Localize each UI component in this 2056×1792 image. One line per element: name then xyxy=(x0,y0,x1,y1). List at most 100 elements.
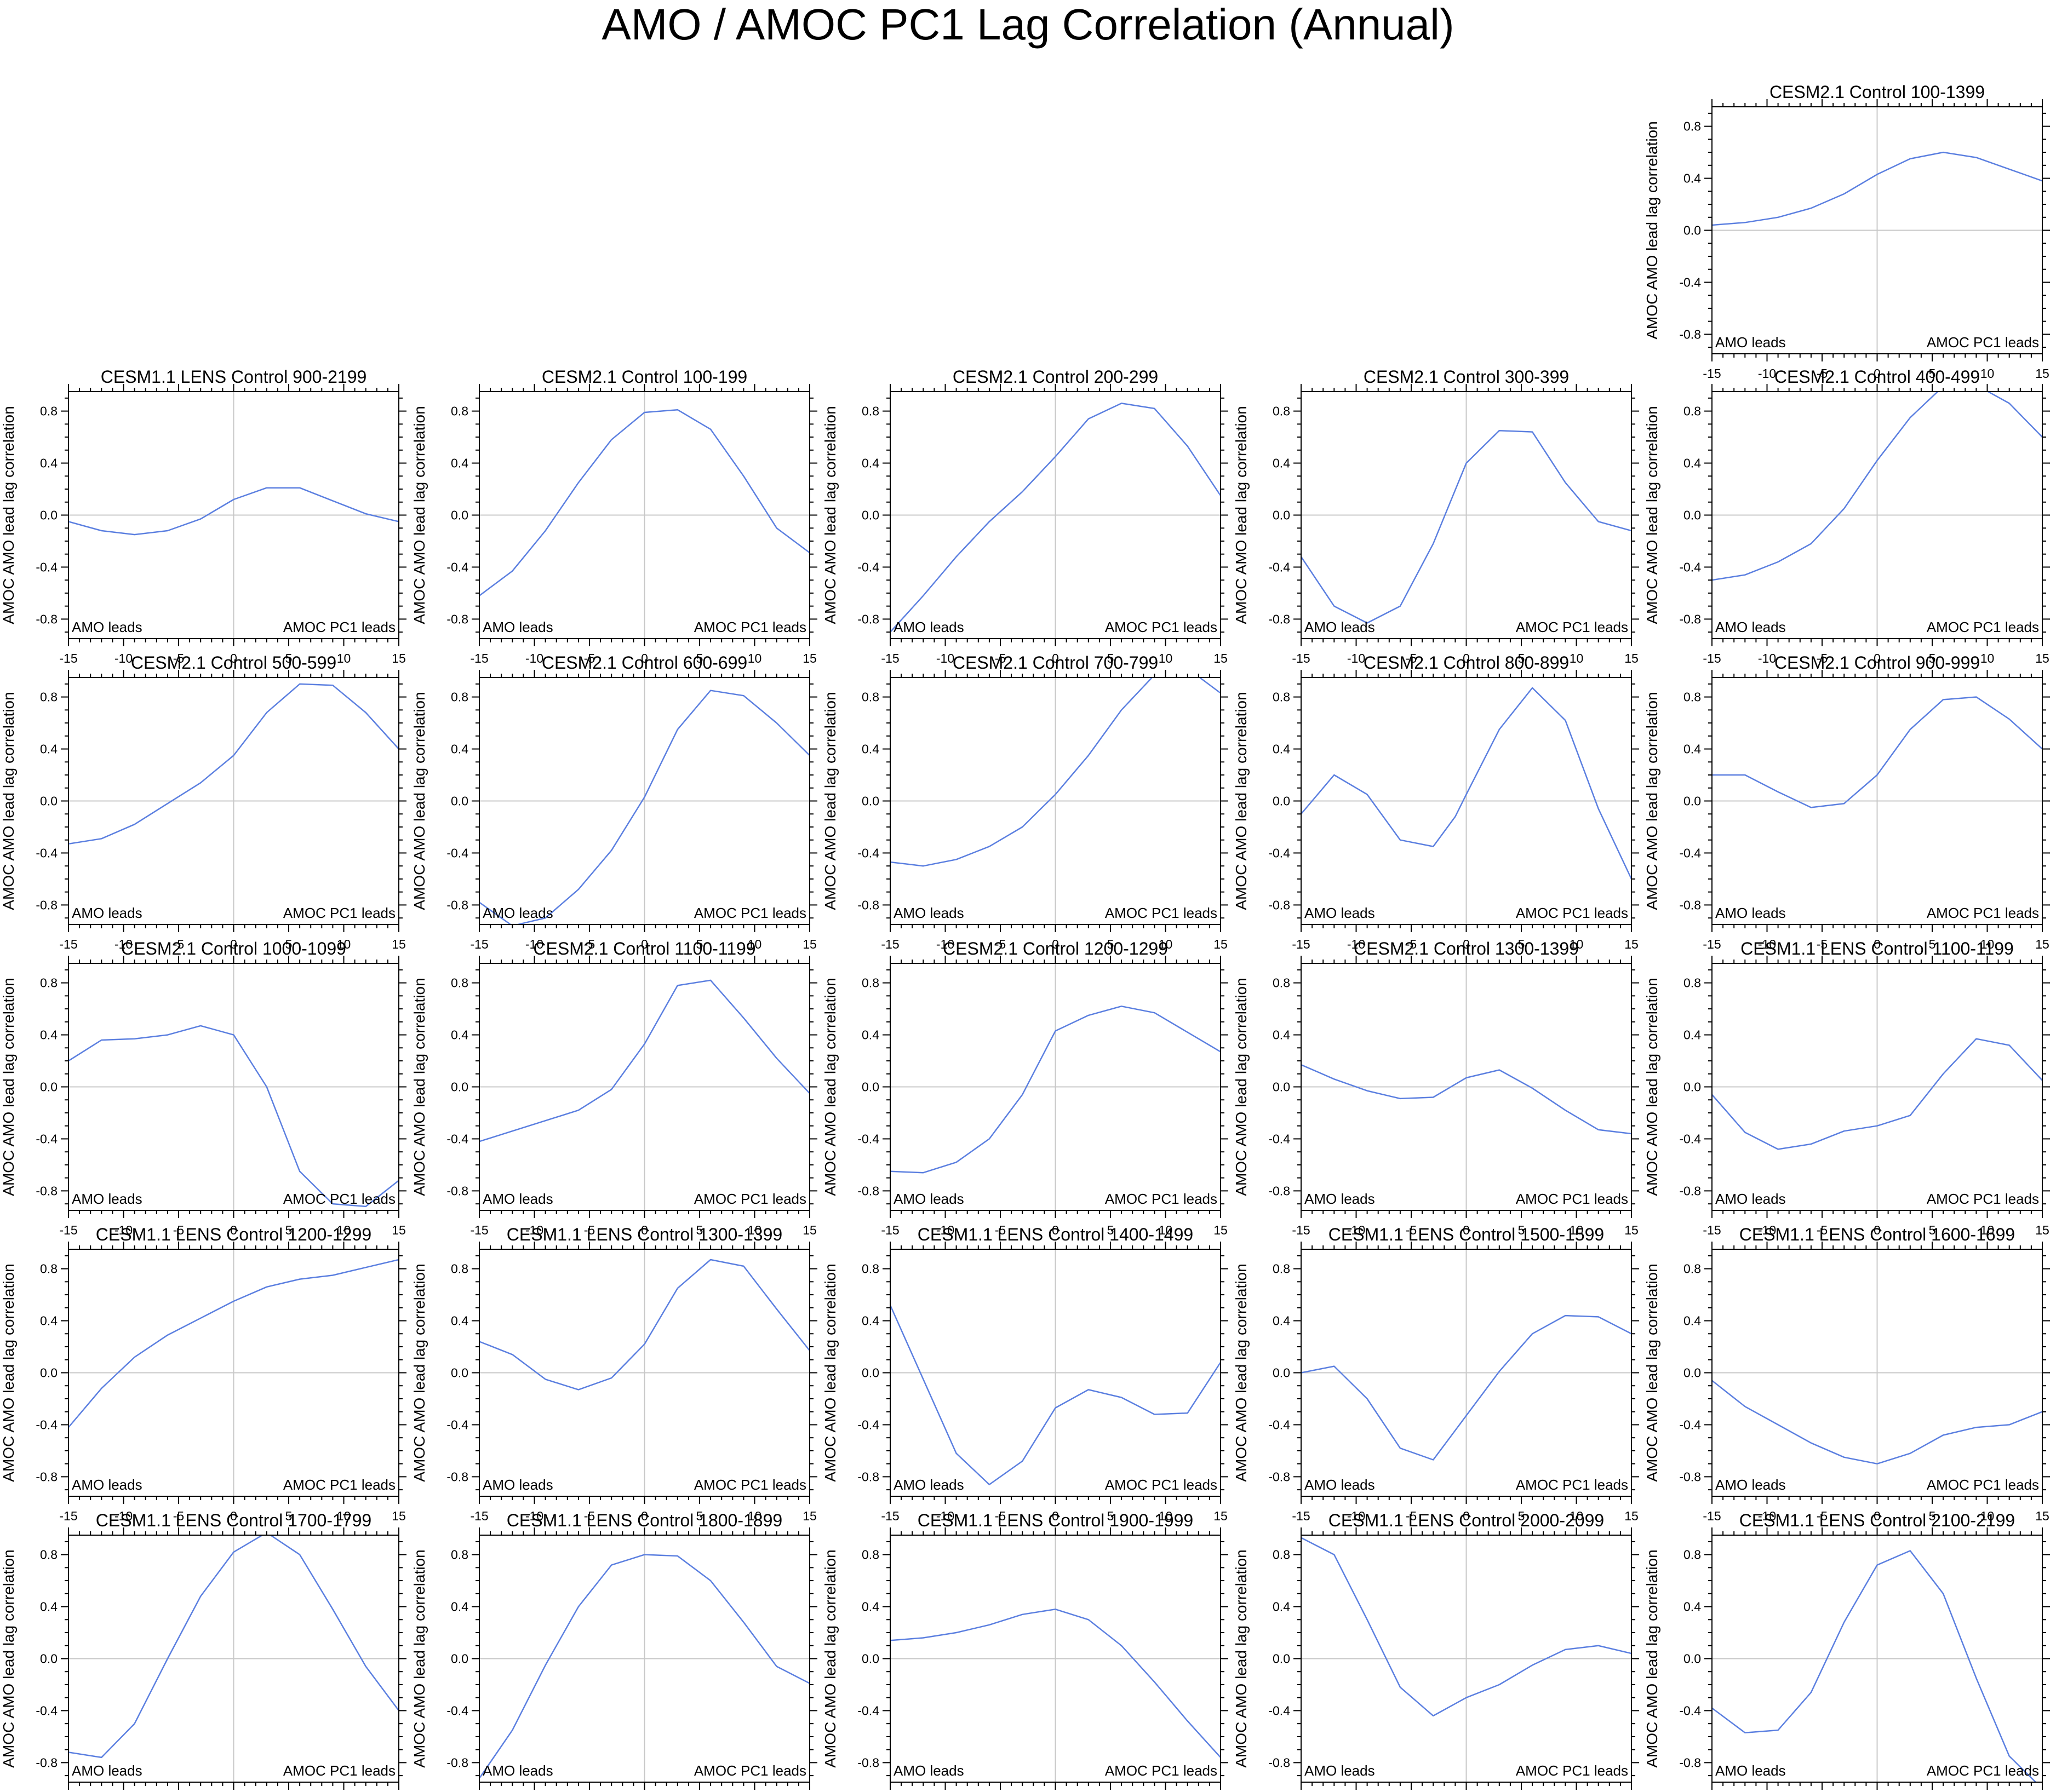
y-tick-label: -0.8 xyxy=(36,898,58,912)
y-tick-label: -0.8 xyxy=(36,1184,58,1198)
amoc-pc1-leads-label: AMOC PC1 leads xyxy=(1105,1191,1217,1207)
y-tick-label: -0.4 xyxy=(1268,1703,1290,1718)
y-tick-label: -0.8 xyxy=(1679,898,1701,912)
chart-panel: -15 -10 -5 0 5 10 15 0.8 0.4 0.0 -0.4 -0.8 AMOC AMO … xyxy=(0,367,406,665)
y-axis-label: AMOC AMO lead lag correlation xyxy=(1233,978,1250,1196)
y-tick-label: 0.8 xyxy=(451,690,468,704)
x-tick-label: 10 xyxy=(337,651,351,665)
y-tick-label: -0.8 xyxy=(446,1184,468,1198)
panel-title: CESM2.1 Control 900-999 xyxy=(1774,653,1980,673)
x-tick-label: -10 xyxy=(936,651,954,665)
x-tick-label: 15 xyxy=(803,1223,817,1237)
y-tick-label: 0.0 xyxy=(1683,794,1701,808)
y-tick-label: 0.0 xyxy=(862,794,879,808)
amo-leads-label: AMO leads xyxy=(72,1191,142,1207)
y-tick-label: 0.8 xyxy=(862,976,879,990)
x-tick-label: 10 xyxy=(1570,651,1584,665)
panel-title: CESM1.1 LENS Control 2100-2199 xyxy=(1739,1510,2015,1530)
y-tick-label: 0.0 xyxy=(1273,1080,1290,1094)
y-tick-label: -0.4 xyxy=(857,1417,879,1432)
y-axis-label: AMOC AMO lead lag correlation xyxy=(822,1263,839,1481)
y-tick-label: 0.4 xyxy=(862,742,879,756)
y-tick-label: 0.8 xyxy=(40,1548,58,1562)
y-tick-label: 0.4 xyxy=(862,1600,879,1614)
x-tick-label: 15 xyxy=(1213,937,1228,951)
amoc-pc1-leads-label: AMOC PC1 leads xyxy=(1516,1477,1628,1493)
x-tick-label: -15 xyxy=(1292,937,1310,951)
amoc-pc1-leads-label: AMOC PC1 leads xyxy=(1105,619,1217,635)
amoc-pc1-leads-label: AMOC PC1 leads xyxy=(1927,334,2039,351)
amoc-pc1-leads-label: AMOC PC1 leads xyxy=(1516,1762,1628,1779)
y-axis-label: AMOC AMO lead lag correlation xyxy=(1233,1263,1250,1481)
x-tick-label: -15 xyxy=(470,1509,488,1523)
y-tick-label: 0.0 xyxy=(40,1366,58,1380)
panel-title: CESM2.1 Control 300-399 xyxy=(1364,367,1569,387)
x-tick-label: 15 xyxy=(803,937,817,951)
y-tick-label: 0.4 xyxy=(1683,742,1701,756)
y-tick-label: 0.4 xyxy=(451,456,468,470)
panel-title: CESM1.1 LENS Control 1300-1399 xyxy=(507,1225,782,1244)
y-tick-label: 0.4 xyxy=(40,1028,58,1042)
y-tick-label: 0.4 xyxy=(1273,1314,1290,1328)
y-tick-label: 0.8 xyxy=(40,404,58,418)
chart-panel: -15 -10 -5 0 5 10 15 0.8 0.4 0.0 -0.4 -0.8 AMOC AMO … xyxy=(411,367,817,665)
y-tick-label: 0.8 xyxy=(1273,690,1290,704)
y-axis-label: AMOC AMO lead lag correlation xyxy=(411,1263,428,1481)
x-tick-label: -15 xyxy=(881,651,899,665)
x-tick-label: -10 xyxy=(525,651,543,665)
x-tick-label: -15 xyxy=(881,1223,899,1237)
y-tick-label: -0.8 xyxy=(857,1755,879,1770)
panel-title: CESM2.1 Control 1300-1399 xyxy=(1354,939,1579,958)
y-tick-label: 0.8 xyxy=(1273,1548,1290,1562)
y-axis-label: AMOC AMO lead lag correlation xyxy=(0,406,17,624)
chart-panel: -15 -10 -5 0 5 10 15 0.8 0.4 0.0 -0.4 -0.8 AMOC AMO … xyxy=(411,1225,817,1523)
x-tick-label: -15 xyxy=(1703,937,1721,951)
chart-panel: -15 -10 -5 0 5 10 15 0.8 0.4 0.0 -0.4 -0.8 AMOC AMO … xyxy=(1233,1510,1639,1792)
amoc-pc1-leads-label: AMOC PC1 leads xyxy=(1927,1762,2039,1779)
amoc-pc1-leads-label: AMOC PC1 leads xyxy=(694,1762,806,1779)
x-tick-label: -15 xyxy=(59,1509,77,1523)
x-tick-label: -15 xyxy=(470,651,488,665)
amoc-pc1-leads-label: AMOC PC1 leads xyxy=(694,905,806,921)
panel-title: CESM1.1 LENS Control 1700-1799 xyxy=(96,1510,371,1530)
y-tick-label: 0.4 xyxy=(451,1028,468,1042)
panel-title: CESM1.1 LENS Control 1800-1899 xyxy=(507,1510,782,1530)
y-tick-label: -0.8 xyxy=(1679,1469,1701,1484)
y-tick-label: 0.4 xyxy=(862,1028,879,1042)
y-tick-label: 0.4 xyxy=(862,1314,879,1328)
y-axis-label: AMOC AMO lead lag correlation xyxy=(0,1263,17,1481)
amoc-pc1-leads-label: AMOC PC1 leads xyxy=(283,1477,396,1493)
x-tick-label: 15 xyxy=(392,651,406,665)
amo-leads-label: AMO leads xyxy=(483,1762,553,1779)
y-tick-label: 0.0 xyxy=(451,508,468,522)
y-axis-label: AMOC AMO lead lag correlation xyxy=(822,406,839,624)
chart-panel: -15 -10 -5 0 5 10 15 0.8 0.4 0.0 -0.4 -0.8 AMOC AMO … xyxy=(822,1510,1228,1792)
panel-title: CESM2.1 Control 100-199 xyxy=(542,367,747,387)
y-tick-label: -0.4 xyxy=(857,1703,879,1718)
panel-title: CESM1.1 LENS Control 1400-1499 xyxy=(918,1225,1193,1244)
y-tick-label: -0.8 xyxy=(1679,327,1701,341)
x-tick-label: 10 xyxy=(1980,651,1995,665)
panel-title: CESM1.1 LENS Control 1100-1199 xyxy=(1740,939,2014,958)
y-tick-label: 0.0 xyxy=(451,794,468,808)
chart-panel: -15 -10 -5 0 5 10 15 0.8 0.4 0.0 -0.4 -0.8 AMOC AMO … xyxy=(1643,1510,2050,1792)
amo-leads-label: AMO leads xyxy=(1715,1477,1786,1493)
x-tick-label: 15 xyxy=(1624,937,1639,951)
chart-panel: -15 -10 -5 0 5 10 15 0.8 0.4 0.0 -0.4 -0.8 AMOC AMO … xyxy=(822,1225,1228,1523)
chart-panel: -15 -10 -5 0 5 10 15 0.8 0.4 0.0 -0.4 -0.8 AMOC AMO … xyxy=(411,653,817,951)
panel-title: CESM2.1 Control 600-699 xyxy=(542,653,747,673)
y-tick-label: 0.4 xyxy=(1273,742,1290,756)
amo-leads-label: AMO leads xyxy=(894,619,964,635)
x-tick-label: -15 xyxy=(1703,366,1721,381)
y-tick-label: -0.8 xyxy=(1679,1755,1701,1770)
panel-title: CESM2.1 Control 100-1399 xyxy=(1769,82,1985,102)
y-tick-label: -0.8 xyxy=(1268,1755,1290,1770)
y-tick-label: -0.4 xyxy=(857,1132,879,1146)
y-tick-label: -0.4 xyxy=(1679,560,1701,574)
chart-panel: -15 -10 -5 0 5 10 15 0.8 0.4 0.0 -0.4 -0.8 AMOC AMO … xyxy=(0,1225,406,1523)
amoc-pc1-leads-label: AMOC PC1 leads xyxy=(694,1191,806,1207)
panel-title: CESM1.1 LENS Control 1900-1999 xyxy=(918,1510,1193,1530)
chart-panel: -15 -10 -5 0 5 10 15 0.8 0.4 0.0 -0.4 -0.8 AMOC AMO … xyxy=(411,939,817,1237)
y-tick-label: 0.4 xyxy=(1683,171,1701,186)
